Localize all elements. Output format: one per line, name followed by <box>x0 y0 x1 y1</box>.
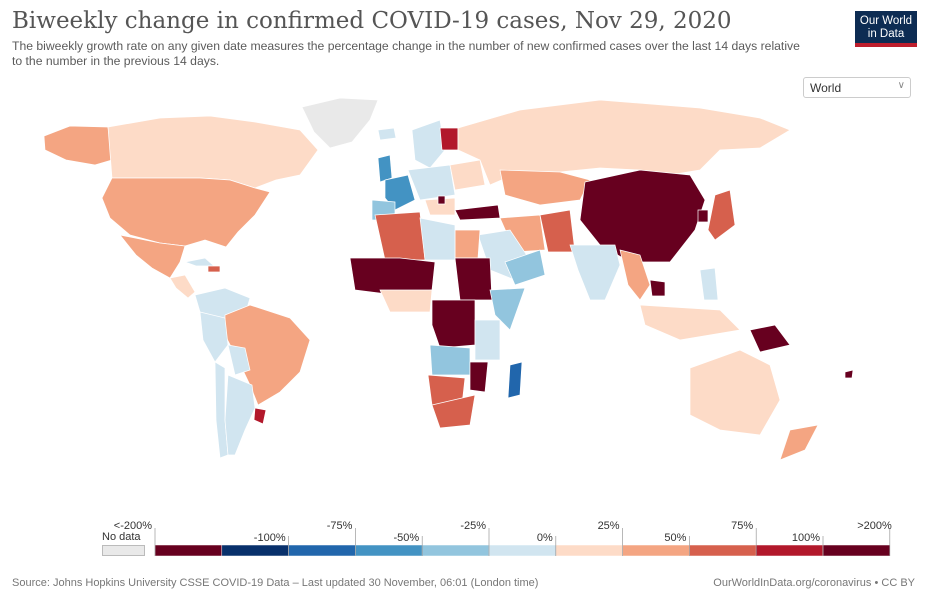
country-central-africa[interactable] <box>431 299 476 349</box>
country-afghanistan-pakistan[interactable] <box>539 209 576 253</box>
country-china[interactable] <box>579 169 706 263</box>
country-papua-new-guinea[interactable] <box>749 324 791 353</box>
country-argentina[interactable] <box>224 374 256 456</box>
country-ukraine[interactable] <box>449 159 486 191</box>
country-sudan[interactable] <box>454 257 493 301</box>
region-select[interactable]: World ∨ <box>803 77 911 98</box>
country-belarus[interactable] <box>439 127 459 151</box>
legend-bin-2[interactable] <box>288 544 356 557</box>
country-canada[interactable] <box>107 115 319 189</box>
region-central-europe[interactable] <box>407 164 456 201</box>
country-south-africa[interactable] <box>431 394 476 429</box>
legend-bin-3[interactable] <box>355 544 423 557</box>
legend-bin-5[interactable] <box>488 544 557 557</box>
world-map[interactable] <box>0 92 927 512</box>
legend-lower-label: -100% <box>254 532 286 544</box>
country-angola-zambia[interactable] <box>429 344 471 376</box>
legend-bin-10[interactable] <box>822 544 891 557</box>
country-algeria[interactable] <box>374 211 426 261</box>
country-peru[interactable] <box>199 311 229 363</box>
country-australia[interactable] <box>689 349 781 436</box>
legend-bin-4[interactable] <box>421 544 490 557</box>
chart-title: Biweekly change in confirmed COVID-19 ca… <box>12 8 732 34</box>
country-dominican-republic[interactable] <box>207 265 221 273</box>
legend-upper-label: -75% <box>327 520 353 532</box>
country-india[interactable] <box>569 244 621 301</box>
owid-logo[interactable]: Our World in Data <box>855 11 917 47</box>
legend-lower-label: 100% <box>792 532 820 544</box>
country-mexico[interactable] <box>119 234 186 279</box>
country-indonesia[interactable] <box>639 304 741 341</box>
legend-upper-label: -25% <box>460 520 486 532</box>
legend-lower-label: 0% <box>537 532 553 544</box>
legend-no-data-label: No data <box>102 531 141 543</box>
country-kenya-tanzania[interactable] <box>474 319 501 361</box>
legend-bin-6[interactable] <box>555 544 623 557</box>
legend-bin-0[interactable] <box>154 544 223 557</box>
country-myanmar-thailand[interactable] <box>619 249 651 301</box>
country-usa-alaska[interactable] <box>43 125 113 166</box>
country-japan[interactable] <box>707 189 736 241</box>
country-uruguay[interactable] <box>253 407 267 425</box>
logo-line-1: Our World <box>859 15 913 27</box>
country-greenland[interactable] <box>301 97 379 149</box>
legend-lower-label: -50% <box>394 532 420 544</box>
legend-lower-label: 50% <box>664 532 686 544</box>
country-usa[interactable] <box>101 177 271 248</box>
country-new-caledonia[interactable] <box>844 369 854 379</box>
legend-bin-9[interactable] <box>755 544 824 557</box>
source-footer: Source: Johns Hopkins University CSSE CO… <box>12 577 539 589</box>
legend-upper-label: 75% <box>731 520 753 532</box>
legend-upper-label: 25% <box>598 520 620 532</box>
country-mozambique[interactable] <box>469 361 489 393</box>
country-iceland[interactable] <box>377 127 397 141</box>
country-france[interactable] <box>384 174 416 211</box>
legend-no-data-swatch <box>102 545 145 556</box>
country-egypt[interactable] <box>454 229 481 259</box>
country-new-zealand[interactable] <box>779 424 819 461</box>
country-russia[interactable] <box>457 99 791 186</box>
country-oman-yemen[interactable] <box>504 249 546 286</box>
country-serbia[interactable] <box>437 195 446 205</box>
credit-footer[interactable]: OurWorldInData.org/coronavirus • CC BY <box>713 577 915 589</box>
country-philippines[interactable] <box>699 267 719 301</box>
country-bolivia[interactable] <box>227 344 251 376</box>
country-cambodia[interactable] <box>649 279 666 297</box>
region-select-value: World <box>810 81 842 95</box>
country-south-korea[interactable] <box>697 209 709 223</box>
country-scandinavia[interactable] <box>411 119 446 169</box>
country-ethiopia-somalia[interactable] <box>489 287 526 331</box>
country-uk[interactable] <box>377 154 393 183</box>
legend-bin-1[interactable] <box>221 544 289 557</box>
country-turkey[interactable] <box>454 204 501 221</box>
chart-subtitle: The biweekly growth rate on any given da… <box>12 39 800 68</box>
country-nigeria-region[interactable] <box>379 289 433 313</box>
logo-line-2: in Data <box>867 28 905 40</box>
legend-bin-7[interactable] <box>622 544 690 557</box>
country-libya[interactable] <box>419 217 456 261</box>
legend-upper-label: >200% <box>857 520 892 532</box>
country-madagascar[interactable] <box>507 361 523 399</box>
region-central-america[interactable] <box>169 274 196 299</box>
country-mali-niger[interactable] <box>349 257 436 296</box>
region-caribbean[interactable] <box>183 257 215 267</box>
country-kazakhstan[interactable] <box>499 169 591 206</box>
chevron-down-icon: ∨ <box>897 80 905 91</box>
legend-bin-8[interactable] <box>689 544 757 557</box>
